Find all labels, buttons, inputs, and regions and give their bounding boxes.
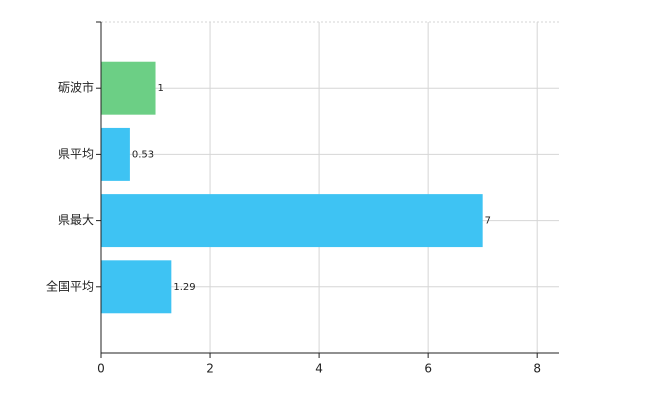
value-label: 1 [158, 83, 164, 94]
value-label: 0.53 [132, 149, 154, 160]
bar [101, 61, 156, 115]
x-tick-label: 2 [206, 362, 214, 376]
bar [101, 260, 172, 314]
x-tick-label: 4 [315, 362, 323, 376]
value-label: 1.29 [173, 282, 195, 293]
bar [101, 127, 130, 181]
y-tick-label: 全国平均 [46, 278, 94, 293]
x-tick-label: 8 [533, 362, 541, 376]
y-tick-label: 県平均 [58, 147, 94, 161]
value-label: 7 [485, 216, 491, 227]
x-tick-label: 0 [97, 362, 105, 376]
y-tick-label: 砺波市 [58, 80, 94, 95]
y-tick-label: 県最大 [58, 213, 94, 227]
bar [101, 194, 483, 248]
x-tick-label: 6 [424, 362, 432, 376]
